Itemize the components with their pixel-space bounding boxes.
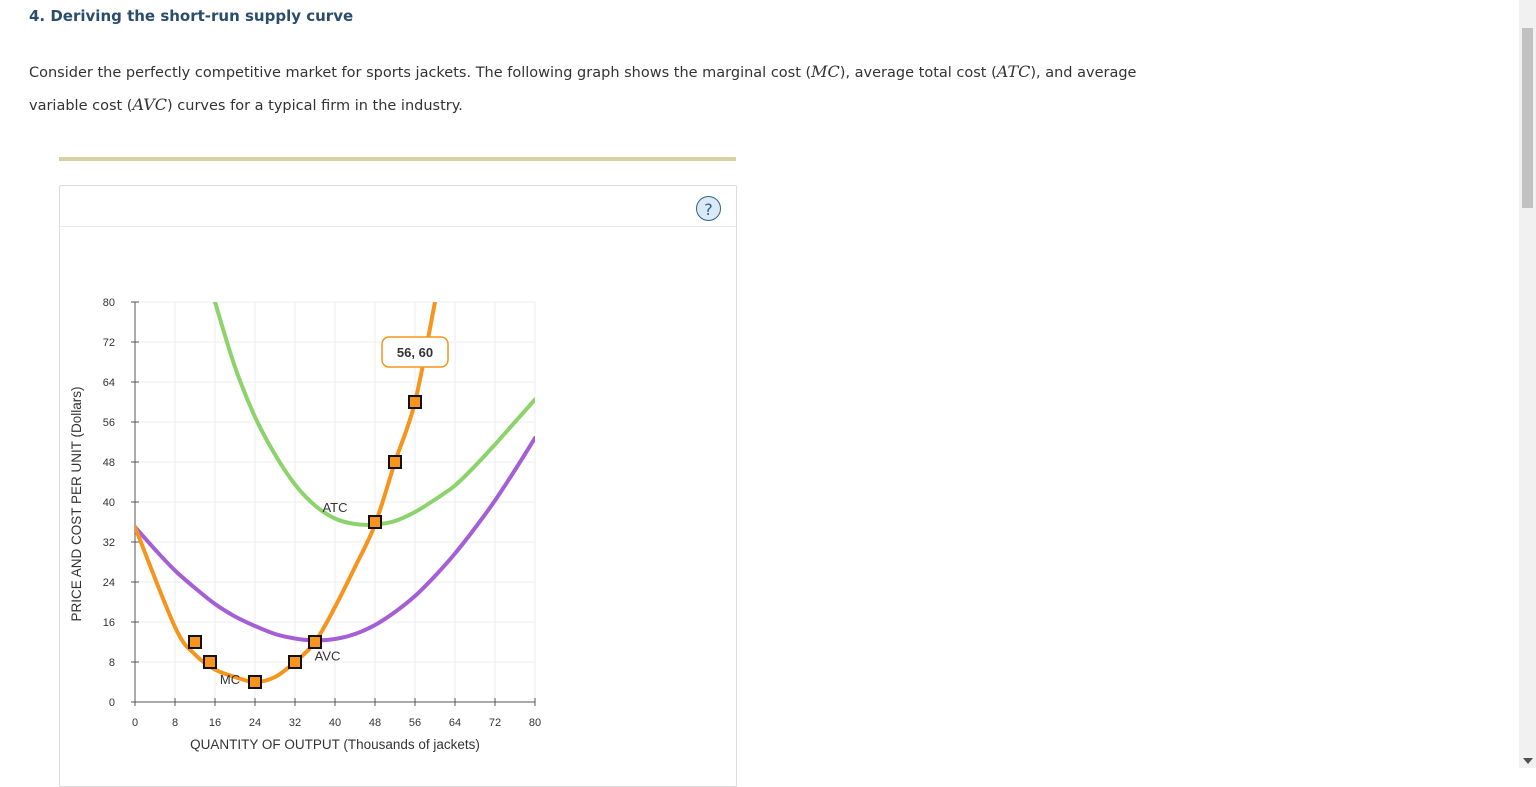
panel-header-divider <box>60 226 736 227</box>
divider-rule <box>59 157 736 161</box>
y-tick-label: 64 <box>103 377 115 389</box>
y-tick-label: 80 <box>103 297 115 309</box>
graph-panel: ? 0 8 16 24 32 40 48 56 64 72 80 0 8 16 24 32 40 48 56 64 72… <box>59 185 737 787</box>
intro-text-4: ) curves for a typical firm in the indus… <box>167 98 463 114</box>
point-tooltip-box <box>381 336 449 368</box>
intro-text-1: Consider the perfectly competitive marke… <box>29 65 812 81</box>
y-tick-label: 32 <box>103 537 115 549</box>
y-tick-label: 0 <box>109 697 115 709</box>
point-tooltip-text: 56, 60 <box>397 345 433 360</box>
atc-abbr: ATC <box>996 62 1031 81</box>
x-tick-label: 32 <box>289 717 301 729</box>
y-axis-title: PRICE AND COST PER UNIT (Dollars) <box>69 386 84 621</box>
curve-point-handle[interactable] <box>188 635 202 649</box>
x-tick-label: 80 <box>529 717 541 729</box>
x-tick-label: 56 <box>409 717 421 729</box>
y-tick-label: 24 <box>103 577 115 589</box>
x-tick-label: 40 <box>329 717 341 729</box>
x-tick-label: 72 <box>489 717 501 729</box>
curve-point-handle[interactable] <box>248 675 262 689</box>
mc-label: MC <box>220 672 240 687</box>
curve-point-handle[interactable] <box>388 455 402 469</box>
y-tick-label: 72 <box>103 337 115 349</box>
question-intro: Consider the perfectly competitive marke… <box>29 56 1159 122</box>
x-tick-label: 48 <box>369 717 381 729</box>
y-tick-label: 8 <box>109 657 115 669</box>
curve-point-handle[interactable] <box>368 515 382 529</box>
x-tick-label: 8 <box>172 717 178 729</box>
help-icon[interactable]: ? <box>696 196 721 221</box>
atc-label: ATC <box>322 500 347 515</box>
vertical-scrollbar[interactable] <box>1519 0 1536 768</box>
curve-point-handle[interactable] <box>288 655 302 669</box>
y-tick-label: 56 <box>103 417 115 429</box>
x-axis-title: QUANTITY OF OUTPUT (Thousands of jackets… <box>190 737 480 752</box>
avc-label: AVC <box>315 649 341 664</box>
curve-point-handle[interactable] <box>408 395 422 409</box>
scrollbar-thumb[interactable] <box>1522 28 1533 208</box>
curve-point-handle[interactable] <box>203 655 217 669</box>
x-tick-label: 16 <box>209 717 221 729</box>
avc-curve <box>135 436 535 643</box>
x-tick-label: 24 <box>249 717 261 729</box>
intro-text-2: ), average total cost ( <box>839 65 997 81</box>
y-tick-label: 40 <box>103 497 115 509</box>
scroll-down-arrow-icon[interactable] <box>1523 758 1533 764</box>
y-tick-label: 48 <box>103 457 115 469</box>
avc-abbr: AVC <box>132 95 168 114</box>
question-title: 4. Deriving the short-run supply curve <box>29 7 354 25</box>
x-tick-label: 0 <box>132 717 138 729</box>
mc-abbr: MC <box>811 62 840 81</box>
intro-text-3: ), and average variable cost ( <box>29 65 1137 114</box>
y-tick-label: 16 <box>103 617 115 629</box>
x-tick-label: 64 <box>449 717 461 729</box>
curve-point-handle[interactable] <box>308 635 322 649</box>
cost-curves-chart[interactable]: 0 8 16 24 32 40 48 56 64 72 80 0 8 16 24 32 40 48 56 64 72 80… <box>60 186 736 769</box>
